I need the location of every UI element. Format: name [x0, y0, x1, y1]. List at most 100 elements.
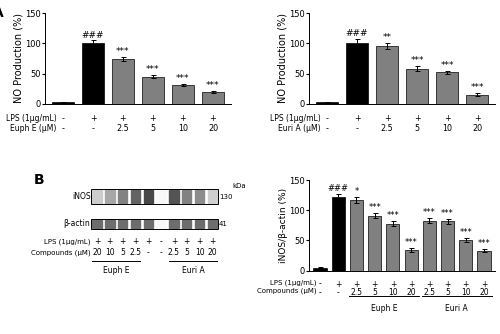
- Text: +: +: [150, 115, 156, 124]
- Text: ***: ***: [386, 211, 400, 220]
- Text: ***: ***: [410, 56, 424, 65]
- Text: ###: ###: [346, 29, 368, 38]
- Text: 5: 5: [150, 124, 156, 133]
- Bar: [118, 190, 128, 203]
- Text: ***: ***: [116, 47, 130, 56]
- Text: +: +: [372, 280, 378, 289]
- Text: +: +: [120, 115, 126, 124]
- Text: -: -: [160, 248, 162, 257]
- Text: ***: ***: [441, 209, 454, 218]
- Bar: [131, 190, 140, 203]
- Text: +: +: [354, 115, 360, 124]
- Text: +: +: [444, 115, 450, 124]
- Text: 5: 5: [184, 248, 189, 257]
- Y-axis label: NO Production (%): NO Production (%): [278, 13, 287, 104]
- Text: +: +: [196, 237, 202, 246]
- Text: -: -: [92, 124, 94, 133]
- Text: Euph E (μM): Euph E (μM): [10, 124, 56, 133]
- Text: iNOS: iNOS: [72, 192, 90, 201]
- Text: +: +: [184, 237, 190, 246]
- Bar: [406, 69, 428, 104]
- Text: 2.5: 2.5: [130, 248, 141, 257]
- Bar: [92, 189, 218, 204]
- Text: -: -: [318, 288, 322, 297]
- Bar: [131, 219, 140, 228]
- Text: +: +: [426, 280, 432, 289]
- Text: +: +: [354, 280, 360, 289]
- Text: ***: ***: [470, 84, 484, 93]
- Text: -: -: [147, 248, 150, 257]
- Text: 5: 5: [372, 288, 377, 297]
- Text: 2.5: 2.5: [116, 124, 130, 133]
- Bar: [423, 221, 436, 271]
- Text: 10: 10: [388, 288, 398, 297]
- Text: +: +: [90, 115, 96, 124]
- Text: ***: ***: [176, 74, 190, 83]
- Text: kDa: kDa: [233, 183, 246, 189]
- Text: A: A: [0, 6, 4, 20]
- Text: +: +: [462, 280, 469, 289]
- Text: 20: 20: [208, 248, 217, 257]
- Text: 130: 130: [219, 193, 232, 199]
- Bar: [172, 85, 194, 104]
- Text: 20: 20: [406, 288, 416, 297]
- Text: ***: ***: [206, 81, 220, 90]
- Text: Compounds (μM): Compounds (μM): [257, 288, 316, 294]
- Bar: [460, 240, 472, 271]
- Bar: [466, 95, 488, 104]
- Text: LPS (1μg/mL): LPS (1μg/mL): [270, 115, 320, 124]
- Text: Euph E: Euph E: [370, 304, 397, 313]
- Text: 5: 5: [120, 248, 125, 257]
- Bar: [182, 190, 192, 203]
- Text: +: +: [132, 237, 138, 246]
- Text: +: +: [444, 280, 451, 289]
- Text: +: +: [170, 237, 177, 246]
- Text: 41: 41: [219, 221, 228, 226]
- Text: ***: ***: [146, 65, 160, 74]
- Bar: [52, 103, 74, 104]
- Bar: [182, 219, 192, 228]
- Text: +: +: [408, 280, 414, 289]
- Bar: [350, 200, 363, 271]
- Bar: [105, 219, 115, 228]
- Text: 5: 5: [414, 124, 420, 133]
- Bar: [202, 92, 224, 104]
- Text: 20: 20: [479, 288, 489, 297]
- Text: Euri A: Euri A: [182, 266, 204, 275]
- Bar: [92, 219, 102, 228]
- Bar: [156, 190, 166, 203]
- Text: 2.5: 2.5: [168, 248, 180, 257]
- Text: 2.5: 2.5: [380, 124, 394, 133]
- Text: ***: ***: [440, 60, 454, 69]
- Bar: [144, 190, 153, 203]
- Text: -: -: [356, 124, 358, 133]
- Text: -: -: [160, 237, 162, 246]
- Text: +: +: [209, 237, 216, 246]
- Text: Compounds (μM): Compounds (μM): [31, 249, 90, 256]
- Text: +: +: [106, 237, 113, 246]
- Text: 10: 10: [105, 248, 115, 257]
- Bar: [169, 219, 178, 228]
- Text: 2.5: 2.5: [424, 288, 436, 297]
- Text: Euri A (μM): Euri A (μM): [278, 124, 320, 133]
- Text: +: +: [210, 115, 216, 124]
- Text: +: +: [335, 280, 342, 289]
- Bar: [195, 219, 204, 228]
- Text: ***: ***: [368, 203, 381, 212]
- Bar: [478, 251, 490, 271]
- Bar: [118, 219, 128, 228]
- Text: β-actin: β-actin: [64, 219, 90, 228]
- Bar: [436, 72, 458, 104]
- Text: 20: 20: [92, 248, 102, 257]
- Text: B: B: [34, 173, 44, 187]
- Bar: [314, 268, 326, 271]
- Text: +: +: [145, 237, 152, 246]
- Text: -: -: [62, 115, 64, 124]
- Text: Euri A: Euri A: [446, 304, 468, 313]
- Bar: [156, 219, 166, 228]
- Text: LPS (1μg/mL): LPS (1μg/mL): [6, 115, 57, 124]
- Text: 20: 20: [472, 124, 482, 133]
- Bar: [208, 219, 217, 228]
- Text: LPS (1μg/mL): LPS (1μg/mL): [270, 280, 316, 286]
- Text: Euph E: Euph E: [103, 266, 130, 275]
